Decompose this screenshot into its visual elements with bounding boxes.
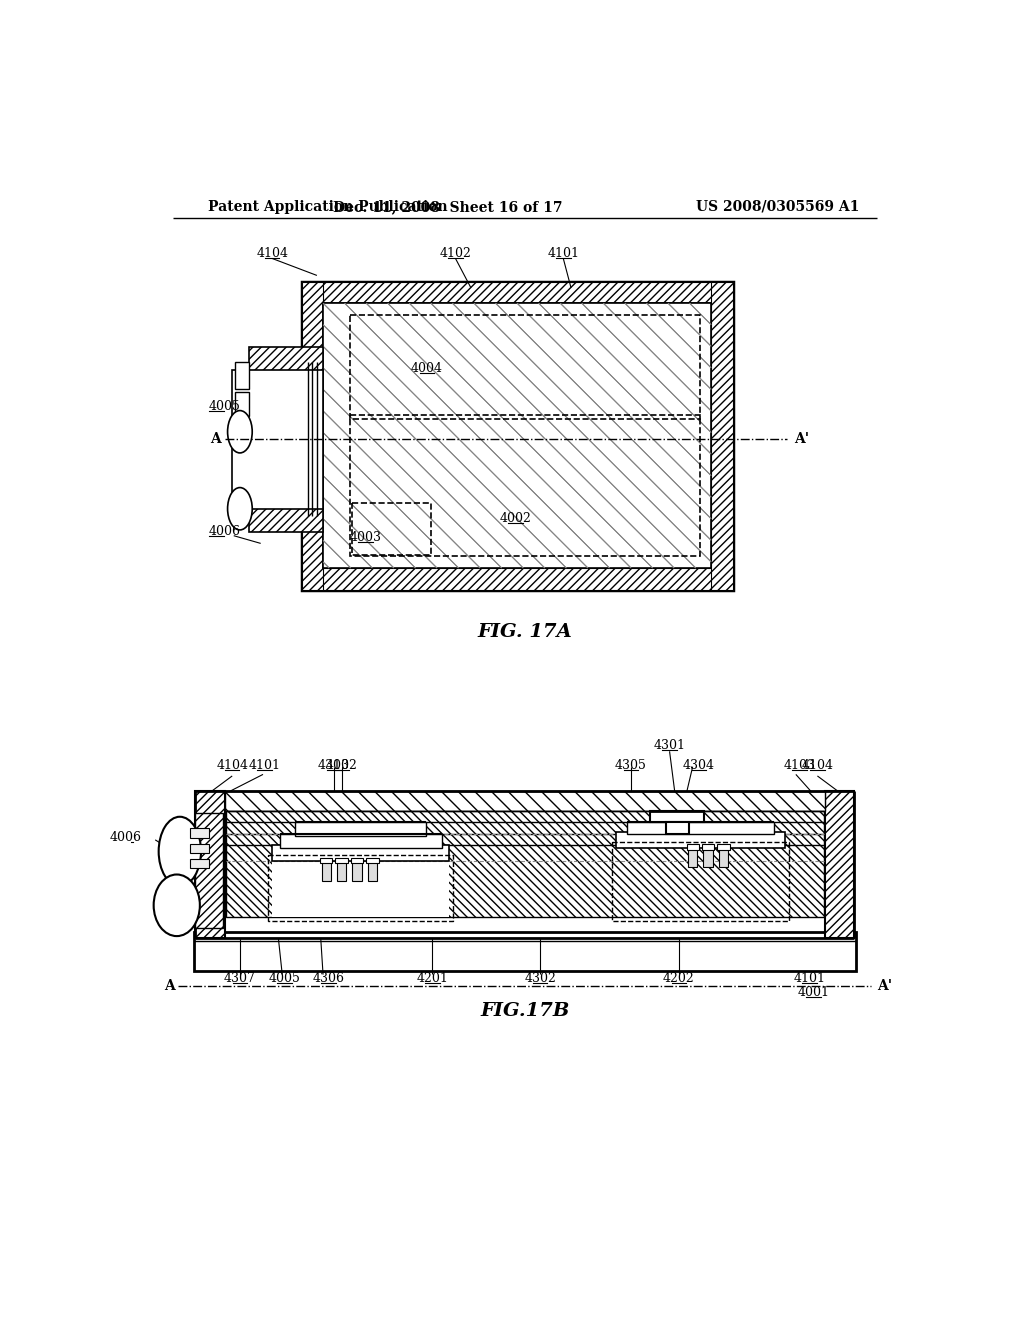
Polygon shape [323, 304, 711, 568]
Text: 4104: 4104 [802, 759, 834, 772]
Polygon shape [319, 858, 333, 863]
Ellipse shape [154, 874, 200, 936]
Text: A': A' [795, 433, 809, 446]
Polygon shape [351, 858, 364, 863]
Ellipse shape [227, 487, 252, 529]
Polygon shape [295, 822, 426, 836]
Text: US 2008/0305569 A1: US 2008/0305569 A1 [695, 199, 859, 214]
Text: A: A [210, 433, 220, 446]
Text: FIG.17B: FIG.17B [480, 1002, 569, 1020]
Text: 4005: 4005 [268, 972, 300, 985]
Text: 4103: 4103 [783, 759, 816, 772]
Text: 4005: 4005 [209, 400, 241, 413]
Polygon shape [703, 847, 713, 867]
Text: 4104: 4104 [256, 247, 288, 260]
Ellipse shape [227, 411, 252, 453]
Polygon shape [367, 858, 379, 863]
Polygon shape [352, 861, 361, 880]
Polygon shape [650, 812, 705, 822]
Polygon shape [337, 861, 346, 880]
Polygon shape [688, 847, 697, 867]
Text: FIG. 17A: FIG. 17A [477, 623, 572, 642]
Polygon shape [701, 843, 714, 850]
Text: 4303: 4303 [317, 759, 350, 772]
Text: 4305: 4305 [615, 759, 647, 772]
Text: 4102: 4102 [326, 759, 357, 772]
Polygon shape [628, 822, 773, 834]
Text: 4101: 4101 [249, 759, 281, 772]
Text: 4201: 4201 [417, 972, 449, 985]
Polygon shape [301, 281, 323, 590]
Text: 4301: 4301 [653, 739, 685, 751]
Polygon shape [280, 834, 441, 847]
Polygon shape [189, 859, 209, 869]
Polygon shape [189, 829, 209, 838]
Text: Patent Application Publication: Patent Application Publication [208, 199, 447, 214]
Text: 4001: 4001 [798, 986, 829, 999]
Polygon shape [196, 813, 223, 928]
Polygon shape [686, 843, 698, 850]
Polygon shape [368, 861, 377, 880]
Polygon shape [194, 932, 856, 970]
Text: 4102: 4102 [439, 247, 471, 260]
Text: Dec. 11, 2008  Sheet 16 of 17: Dec. 11, 2008 Sheet 16 of 17 [333, 199, 562, 214]
Text: 4006: 4006 [110, 832, 142, 843]
Text: 4304: 4304 [683, 759, 715, 772]
Polygon shape [236, 363, 249, 389]
Text: 4004: 4004 [411, 362, 443, 375]
Polygon shape [232, 370, 323, 508]
Text: 4202: 4202 [663, 972, 694, 985]
Polygon shape [196, 792, 224, 939]
Polygon shape [711, 281, 733, 590]
Polygon shape [615, 832, 785, 847]
Text: 4006: 4006 [209, 524, 241, 537]
Text: 4101: 4101 [794, 972, 825, 985]
Polygon shape [323, 304, 711, 568]
Polygon shape [322, 861, 331, 880]
Text: 4101: 4101 [547, 247, 580, 260]
Polygon shape [236, 392, 249, 416]
Text: 4306: 4306 [312, 972, 344, 985]
Polygon shape [272, 845, 450, 861]
Text: 4307: 4307 [224, 972, 256, 985]
Polygon shape [249, 347, 323, 532]
Polygon shape [717, 843, 730, 850]
Polygon shape [189, 843, 209, 853]
Polygon shape [666, 822, 689, 834]
Text: 4302: 4302 [524, 972, 556, 985]
Polygon shape [301, 568, 733, 590]
Polygon shape [272, 861, 450, 917]
Polygon shape [825, 792, 854, 939]
Polygon shape [224, 792, 825, 812]
Text: 4104: 4104 [216, 759, 248, 772]
Polygon shape [719, 847, 728, 867]
Polygon shape [301, 281, 733, 304]
Polygon shape [226, 812, 823, 917]
Text: 4003: 4003 [349, 531, 381, 544]
Text: 4002: 4002 [500, 512, 531, 525]
Polygon shape [336, 858, 348, 863]
Text: A': A' [878, 979, 893, 993]
Ellipse shape [159, 817, 201, 886]
Text: A: A [164, 979, 174, 993]
Polygon shape [323, 304, 711, 568]
